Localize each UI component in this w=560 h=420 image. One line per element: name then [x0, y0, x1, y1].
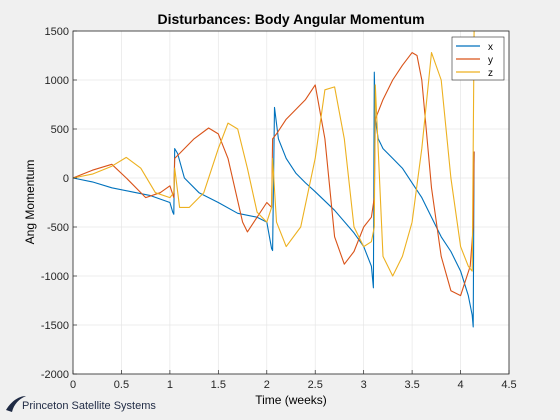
- legend-label-y: y: [488, 55, 493, 66]
- x-axis-label: Time (weeks): [255, 393, 327, 407]
- y-tick-label: -500: [47, 222, 69, 234]
- y-tick-label: -2000: [41, 369, 69, 381]
- plot-frame: [72, 30, 510, 375]
- series-line-z: [73, 31, 475, 277]
- y-tick-label: -1500: [41, 320, 69, 332]
- x-tick-label: 1.5: [211, 379, 226, 391]
- y-axis-label: Ang Momentum: [23, 160, 37, 245]
- chart-title: Disturbances: Body Angular Momentum: [157, 11, 424, 27]
- x-tick-label: 2: [264, 379, 270, 391]
- x-tick-label: 3: [361, 379, 367, 391]
- legend: xyz: [451, 36, 505, 81]
- brand-name: Princeton Satellite Systems: [22, 400, 156, 412]
- plot-area: [73, 31, 509, 374]
- y-tick-label: 500: [51, 124, 69, 136]
- legend-label-x: x: [488, 42, 493, 53]
- y-tick-label: -1000: [41, 271, 69, 283]
- x-tick-label: 0.5: [114, 379, 129, 391]
- x-tick-label: 0: [70, 379, 76, 391]
- swoosh-logo-icon: [6, 396, 26, 412]
- y-tick-label: 0: [63, 173, 69, 185]
- x-tick-label: 3.5: [404, 379, 419, 391]
- x-tick-label: 4: [457, 379, 463, 391]
- brand-block: Princeton Satellite Systems: [4, 390, 184, 418]
- series-layer: [73, 31, 475, 328]
- legend-label-z: z: [488, 68, 493, 79]
- x-tick-label: 1: [167, 379, 173, 391]
- axis-ticks: 0 0.5 1 1.5 2 2.5 3 3.5 4 4.5 -2000 -1500 -1000 -500 0…: [41, 26, 517, 391]
- y-tick-label: 1500: [45, 26, 69, 38]
- x-tick-label: 2.5: [308, 379, 323, 391]
- x-tick-label: 4.5: [501, 379, 516, 391]
- y-tick-label: 1000: [45, 75, 69, 87]
